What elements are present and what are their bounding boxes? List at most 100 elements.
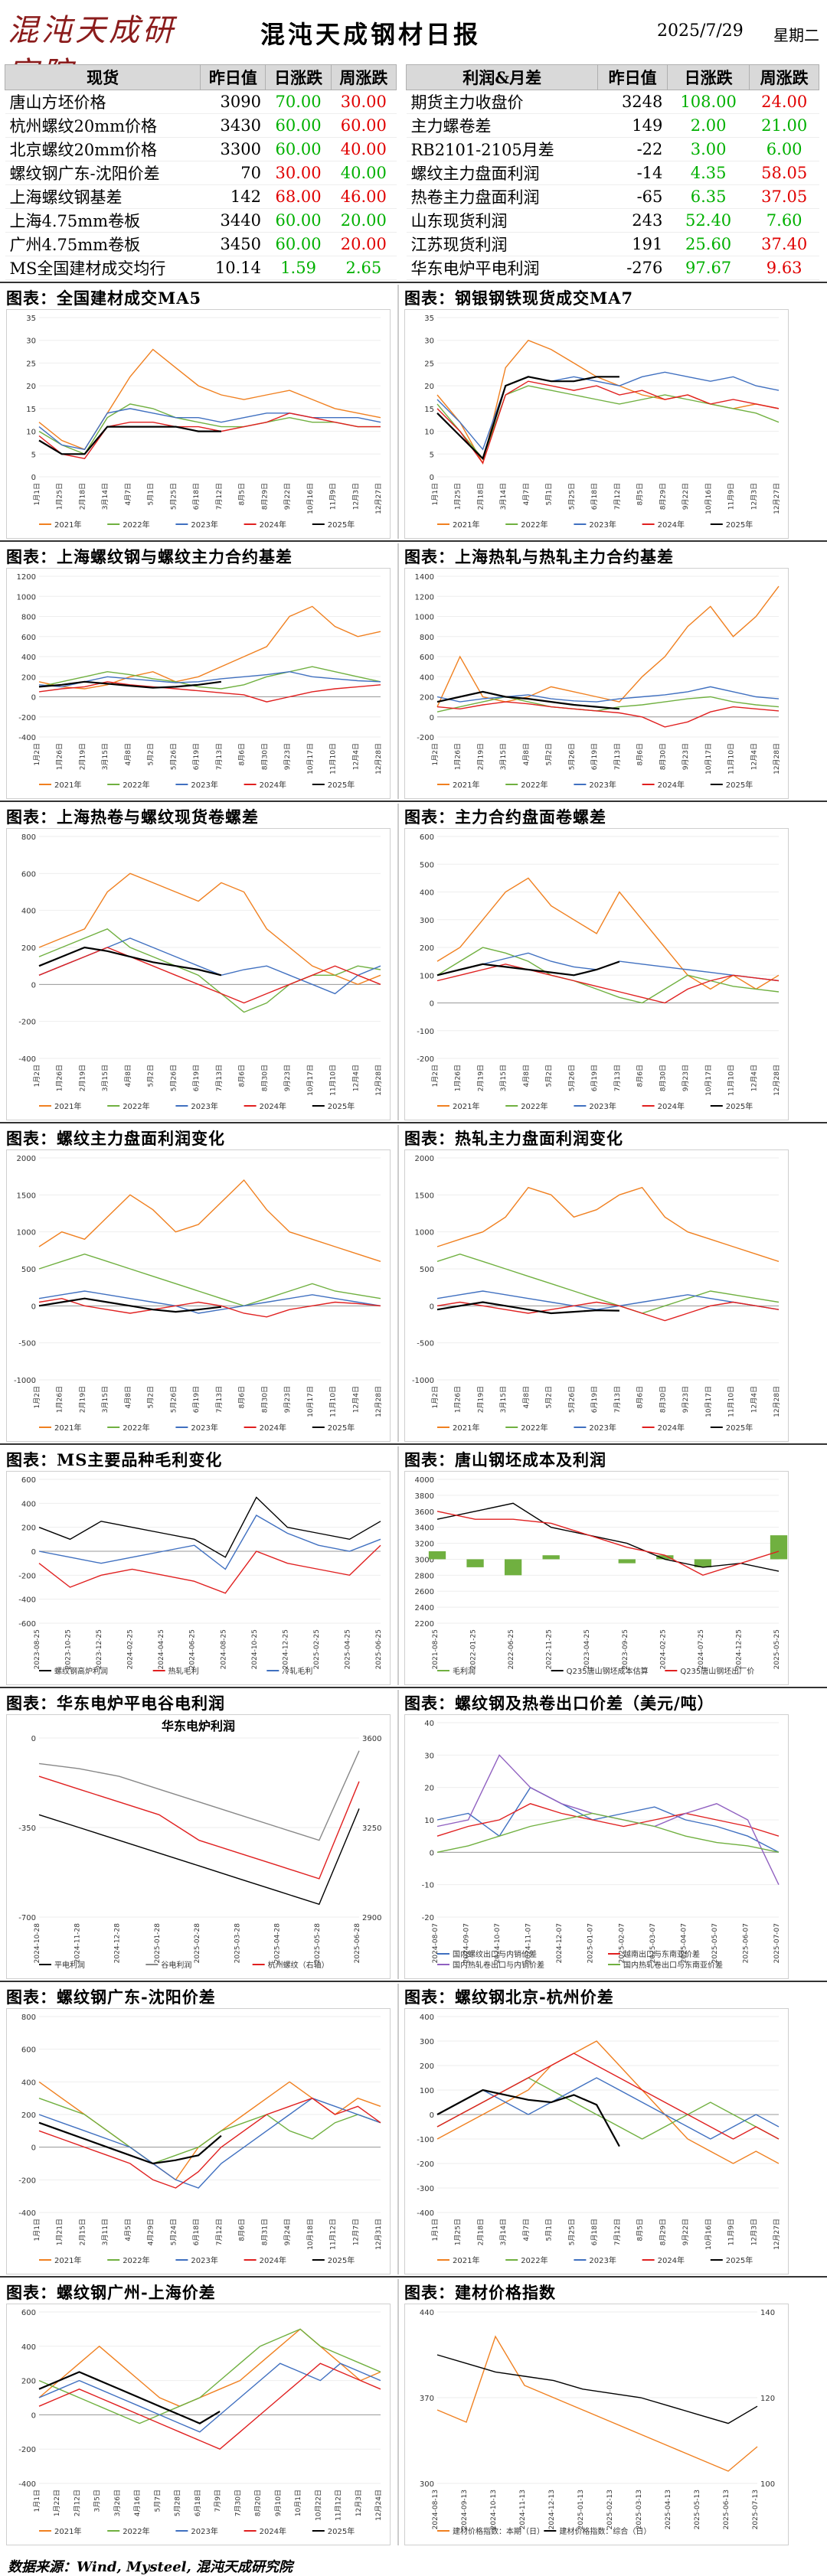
legend-label: 2025年 — [328, 1101, 355, 1111]
y-tick-label: 600 — [21, 870, 36, 879]
x-tick-label: 12月28日 — [374, 743, 383, 774]
row-day-change: 25.60 — [667, 232, 750, 256]
y-tick-label: 0 — [430, 714, 434, 722]
series-line — [38, 1544, 381, 1594]
row-name: 北京螺纹20mm价格 — [5, 137, 201, 161]
legend-label: 平电利润 — [54, 1960, 85, 1970]
x-tick-label: 11月9日 — [329, 483, 338, 510]
section-divider — [0, 1687, 827, 1688]
x-tick-label: 2月12日 — [73, 2490, 81, 2516]
x-tick-label: 8月5日 — [636, 2219, 645, 2241]
table-row: 华东电炉平电利润 -276 97.67 9.63 — [406, 256, 819, 280]
y-tick-label: 370 — [420, 2395, 434, 2403]
x-tick-label: 4月7日 — [522, 2219, 531, 2241]
chart-title: 华东电炉利润 — [162, 1719, 235, 1733]
x-tick-label: 2025-06-25 — [375, 1629, 383, 1669]
x-tick-label: 2025-01-13 — [577, 2490, 585, 2529]
chart-2: -400 -200 0 200 400 600 800 1000 1200 1月2日 1月26日 2月… — [6, 568, 391, 799]
x-tick-label: 5月2日 — [147, 1065, 155, 1087]
x-tick-label: 10月22日 — [314, 2490, 322, 2521]
figure-title: 图表：MS主要品种毛利变化 — [6, 1450, 223, 1469]
row-value: 3430 — [200, 113, 266, 138]
x-tick-label: 2024-12-25 — [735, 1629, 743, 1669]
x-tick-label: 1月2日 — [33, 1386, 41, 1408]
series-line — [38, 1297, 222, 1313]
series-line — [38, 1290, 381, 1314]
x-tick-label: 2024-02-25 — [659, 1629, 667, 1669]
x-tick-label: 3月15日 — [499, 743, 508, 770]
y-tick-label: 200 — [21, 944, 36, 953]
y-tick-label: 0 — [430, 1303, 434, 1311]
profit-spread-table: 利润&月差 昨日值 日涨跌 周涨跌 期货主力收盘价 3248 108.00 24.00 主力螺… — [405, 64, 819, 280]
y-tick-label: -400 — [18, 734, 36, 742]
x-tick-label: 5月25日 — [567, 2219, 576, 2245]
y-tick-label: 35 — [424, 315, 434, 323]
x-tick-label: 8月31日 — [260, 2219, 269, 2245]
x-tick-label: 5月26日 — [567, 743, 576, 770]
x-tick-label: 2025-05-13 — [694, 2490, 701, 2529]
x-tick-label: 8月6日 — [238, 1065, 247, 1087]
legend-label: 2025年 — [328, 2255, 355, 2265]
series-line — [38, 408, 381, 451]
figure-title: 图表：上海螺纹钢与螺纹主力合约基差 — [6, 547, 293, 566]
x-tick-label: 3月15日 — [101, 1065, 110, 1091]
left-header-2: 日涨跌 — [265, 64, 332, 90]
legend-label: 2025年 — [726, 1101, 753, 1111]
x-tick-label: 10月1日 — [294, 2490, 302, 2516]
x-tick-label: 4月16日 — [133, 2490, 142, 2516]
x-tick-label: 2月18日 — [476, 483, 485, 510]
row-week-change: 9.63 — [749, 256, 819, 280]
y-tick-label: 10 — [26, 429, 36, 437]
x-tick-label: 1月26日 — [454, 1065, 463, 1091]
figure-title: 图表：全国建材成交MA5 — [6, 289, 202, 308]
series-line — [436, 2354, 758, 2424]
x-tick-label: 4月5日 — [124, 2219, 132, 2241]
legend-label: 2024年 — [260, 2255, 286, 2265]
y-tick-label: 800 — [21, 614, 36, 622]
x-tick-label: 8月29日 — [260, 483, 269, 510]
x-tick-label: 4月8日 — [124, 1065, 132, 1087]
x-tick-label: 8月30日 — [659, 1386, 667, 1413]
x-tick-label: 2023-08-25 — [34, 1629, 41, 1669]
x-tick-label: 2025-07-13 — [752, 2490, 760, 2529]
y-tick-label: 200 — [21, 673, 36, 682]
x-tick-label: 8月5日 — [238, 483, 247, 505]
y-tick-label: 20 — [26, 383, 36, 391]
series-line — [38, 937, 381, 995]
legend-label: 2021年 — [54, 520, 81, 530]
table-row: 江苏现货利润 191 25.60 37.40 — [406, 232, 819, 256]
legend-label: 螺纹钢高炉利润 — [54, 1666, 108, 1676]
chart-12: -400 -200 0 200 400 600 800 1月1日 1月21日 2月15日 3月11日… — [6, 2008, 391, 2274]
x-tick-label: 2023-09-25 — [622, 1629, 629, 1669]
x-tick-label: 8月29日 — [659, 2219, 667, 2245]
y-tick-label: 1500 — [17, 1192, 36, 1200]
x-tick-label: 6月18日 — [192, 2219, 201, 2245]
x-tick-label: 7月30日 — [234, 2490, 242, 2516]
series-line — [38, 1808, 360, 1906]
x-tick-label: 8月6日 — [636, 743, 645, 765]
x-tick-label: 11月10日 — [727, 743, 736, 774]
figure-title: 图表：主力合约盘面卷螺差 — [404, 807, 606, 827]
x-tick-label: 5月2日 — [545, 1065, 554, 1087]
x-tick-label: 5月26日 — [169, 1386, 178, 1413]
x-tick-label: 5月24日 — [169, 2219, 178, 2245]
legend-label: 2023年 — [191, 1423, 217, 1433]
row-week-change: 46.00 — [331, 184, 397, 209]
x-tick-label: 9月23日 — [682, 1386, 690, 1413]
left-header-0: 现货 — [4, 64, 201, 90]
section-divider — [0, 1443, 827, 1445]
series-line — [436, 1290, 780, 1310]
legend-label: 2024年 — [260, 1101, 286, 1111]
figure-title: 图表：热轧主力盘面利润变化 — [404, 1129, 623, 1148]
row-day-change: 97.67 — [667, 256, 750, 280]
x-tick-label: 2024-06-25 — [189, 1629, 197, 1669]
x-tick-label: 11月10日 — [329, 743, 338, 774]
legend-label: 2024年 — [260, 1423, 286, 1433]
x-tick-label: 6月19日 — [192, 1065, 201, 1091]
x-tick-label: 3月26日 — [113, 2490, 122, 2516]
x-tick-label: 2022-01-25 — [470, 1629, 478, 1669]
x-tick-label: 5月2日 — [147, 743, 155, 765]
x-tick-label: 8月6日 — [636, 1386, 645, 1408]
x-tick-label: 6月19日 — [192, 1386, 201, 1413]
table-row: 螺纹主力盘面利润 -14 4.35 58.05 — [406, 161, 819, 185]
